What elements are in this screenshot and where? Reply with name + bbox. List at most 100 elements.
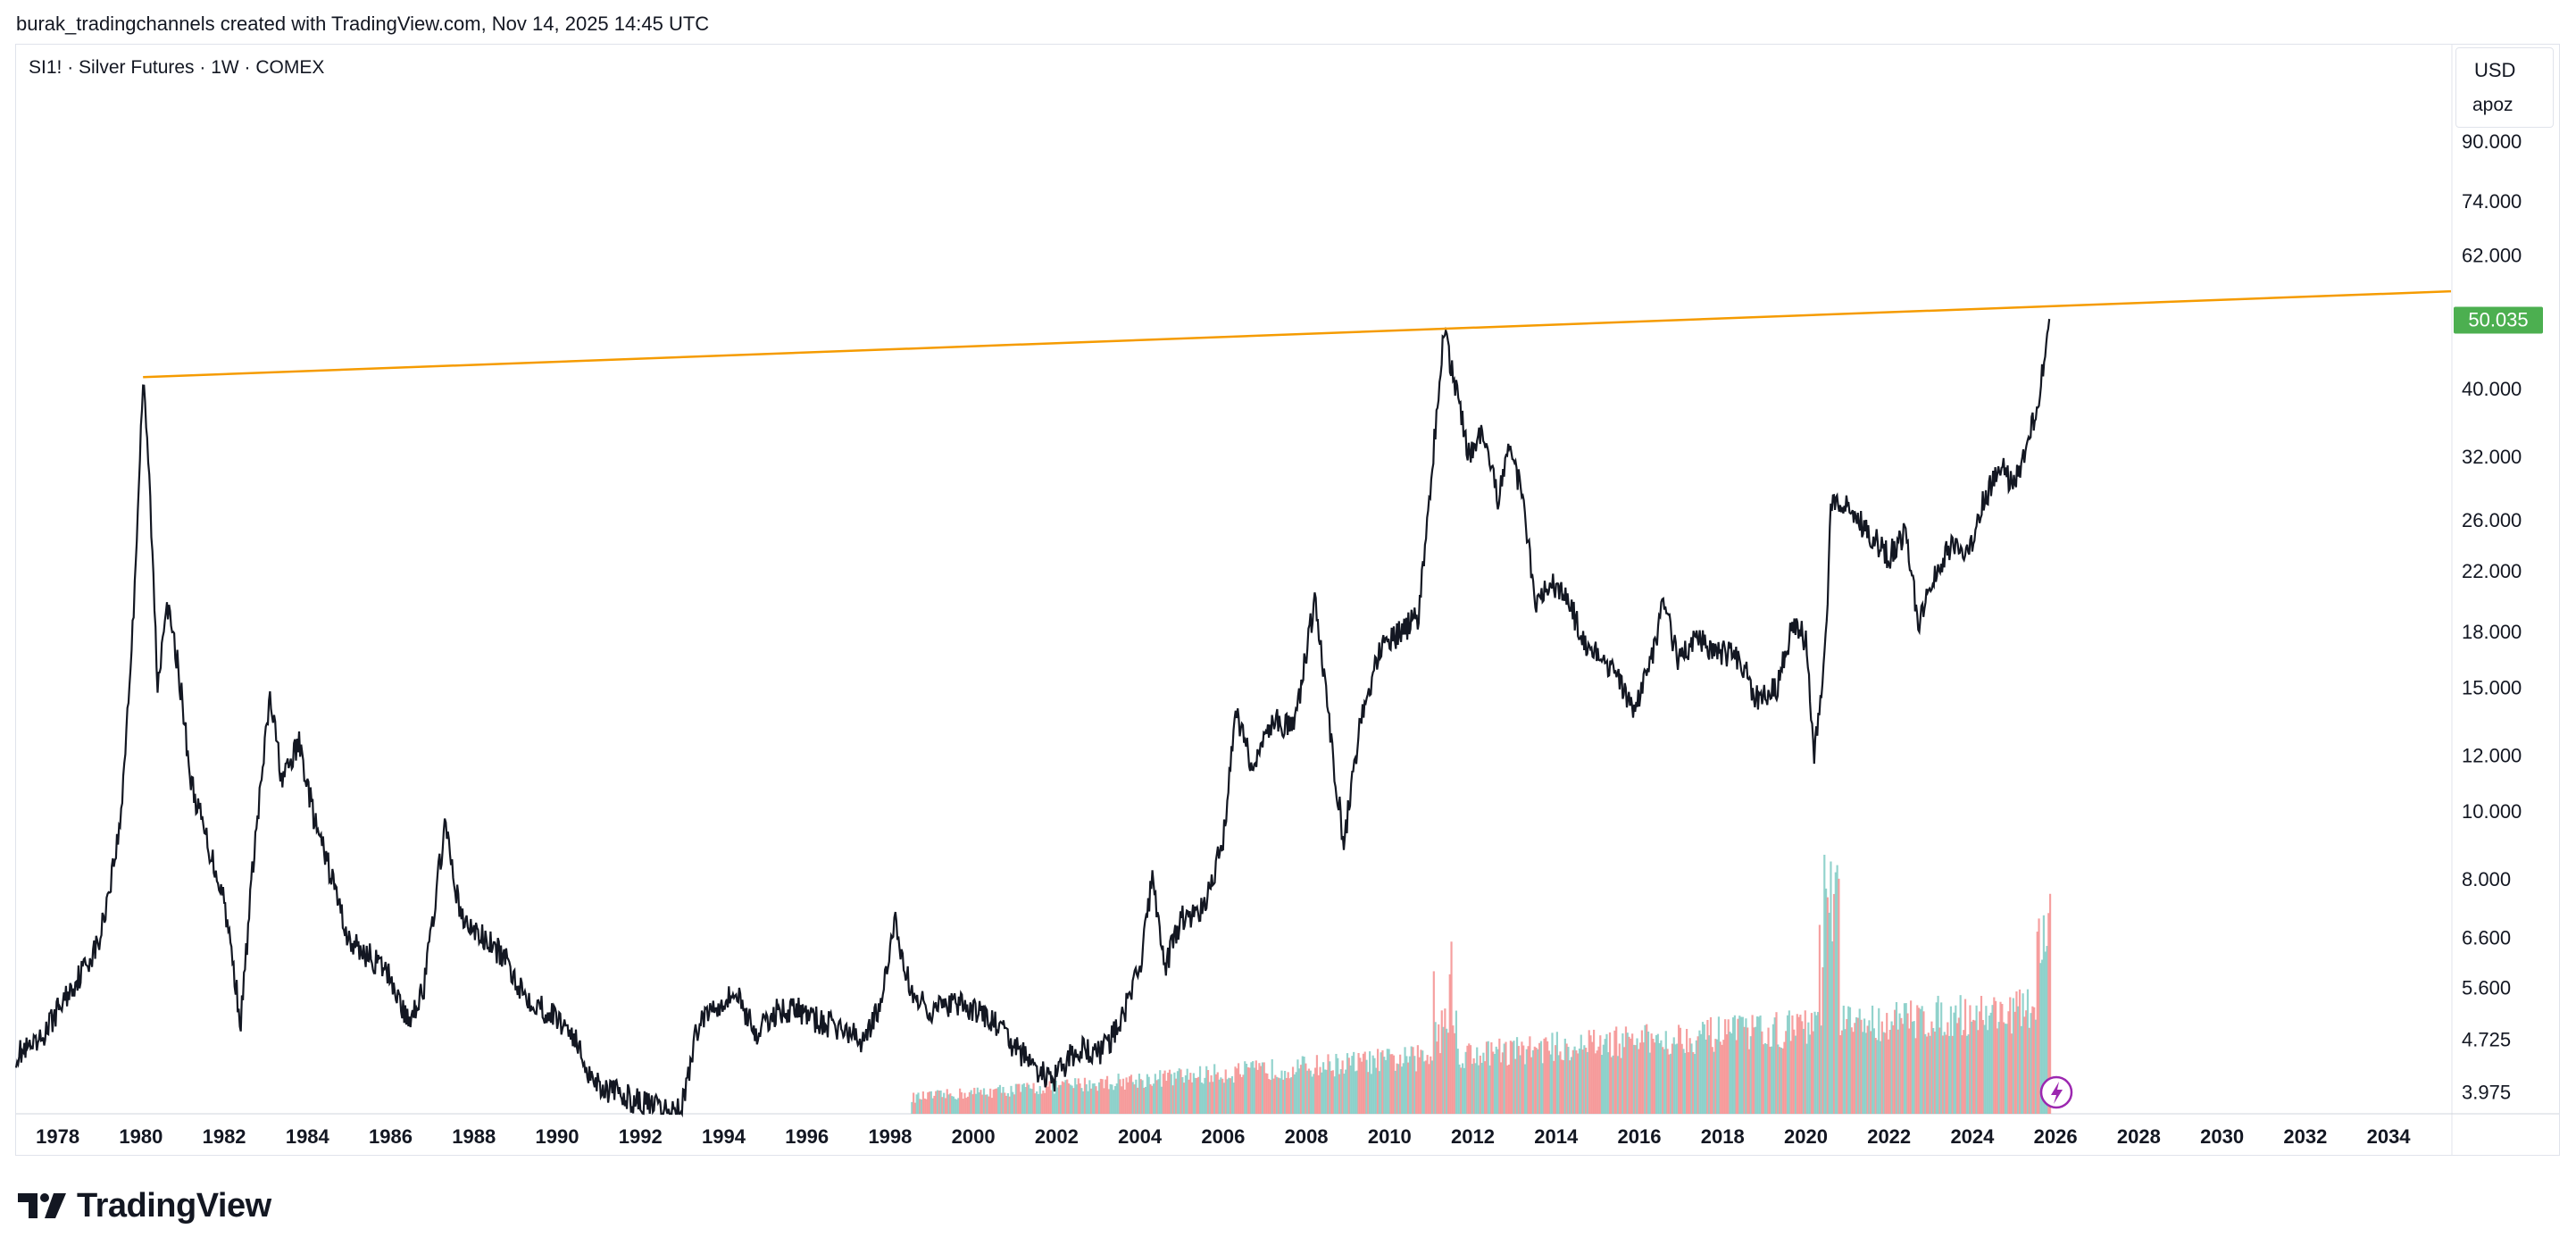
volume-bar [1151,1085,1154,1114]
volume-bar [1287,1072,1289,1114]
volume-bar [1777,1044,1780,1114]
volume-bar [1245,1064,1248,1114]
volume-bar [1985,1006,1988,1114]
volume-bar [1555,1032,1558,1114]
y-tick-label: 18.000 [2462,621,2522,643]
volume-bar [1095,1086,1097,1114]
x-tick-label: 1988 [452,1125,496,1148]
volume-bar [1855,1016,1858,1114]
volume-bar [1571,1049,1574,1114]
x-tick-label: 2032 [2283,1125,2327,1148]
volume-bar [1246,1066,1249,1114]
volume-bar [1900,1017,1903,1114]
volume-bar [919,1099,921,1114]
volume-bar [988,1096,990,1114]
volume-bar [1263,1062,1265,1114]
volume-bar [1137,1087,1139,1114]
volume-bar [1220,1077,1222,1114]
volume-bar [1002,1086,1005,1114]
currency-unit-selector[interactable]: USD apoz [2455,47,2554,128]
volume-bar [1878,1007,1880,1114]
volume-bar [1346,1053,1349,1114]
volume-bar [1676,1043,1679,1114]
volume-bar [1850,1027,1853,1114]
volume-bar [1911,1021,1913,1114]
volume-bar [1442,1026,1445,1114]
volume-bar [1634,1045,1637,1114]
volume-bar [1402,1063,1405,1114]
volume-bar [1640,1030,1643,1114]
volume-bar [992,1089,995,1114]
volume-bar [1493,1053,1496,1114]
volume-bar [1933,1031,1937,1114]
volume-bar [2022,993,2024,1114]
tradingview-brand[interactable]: TradingView [18,1187,271,1225]
volume-bar [1503,1043,1505,1114]
x-tick-label: 2022 [1867,1125,1911,1148]
volume-bar [1162,1074,1164,1114]
volume-bar [1288,1078,1291,1114]
volume-bar [1763,1044,1765,1114]
volume-bar [1206,1070,1210,1114]
volume-bar [1602,1044,1605,1114]
volume-bar [1623,1047,1626,1114]
volume-bar [1872,1028,1875,1114]
volume-bar [1279,1078,1281,1114]
volume-bar [1168,1069,1171,1114]
volume-bar [1996,1028,1999,1114]
volume-bar [1613,1030,1616,1114]
volume-bar [1538,1042,1541,1114]
volume-bar [1863,1018,1866,1114]
volume-bar [1165,1081,1168,1114]
volume-bar [1965,1035,1968,1114]
volume-bar [1894,1009,1897,1114]
volume-bar [1615,1026,1618,1114]
volume-bar [1067,1083,1071,1114]
volume-bar [1554,1045,1557,1114]
volume-bar [2018,989,2022,1114]
volume-bar [1741,1016,1744,1114]
volume-bar [1612,1055,1614,1114]
volume-bar [1847,1006,1850,1114]
volume-bar [1194,1077,1196,1114]
volume-bar [1018,1083,1021,1114]
volume-bar [1690,1043,1693,1114]
volume-bar [1830,861,1832,1114]
symbol-title[interactable]: SI1! · Silver Futures · 1W · COMEX [29,57,325,78]
volume-bar [1663,1049,1666,1114]
volume-bar [1394,1070,1396,1114]
volume-bar [1181,1077,1184,1114]
volume-bar [957,1098,960,1114]
volume-bar [939,1090,942,1114]
volume-bar [1995,1000,1997,1114]
volume-bar [1662,1047,1664,1114]
volume-bar [1250,1062,1253,1114]
y-tick-label: 10.000 [2462,800,2522,823]
volume-bar [1783,1041,1786,1114]
volume-bar [1198,1066,1202,1114]
x-tick-label: 2018 [1701,1125,1745,1148]
volume-bar [1363,1051,1366,1114]
volume-bar [1948,1035,1951,1114]
volume-bar [1000,1092,1003,1114]
volume-bar [1448,974,1451,1114]
volume-bar [1818,924,1822,1114]
volume-bar [1981,1019,1984,1114]
volume-bar [2036,932,2038,1114]
volume-bar [1791,1015,1794,1114]
volume-bar [1523,1064,1527,1114]
volume-bar [1797,1016,1800,1114]
volume-bar [1446,1028,1448,1114]
volume-bar [2038,918,2040,1114]
volume-bar [1343,1074,1346,1114]
lightning-icon[interactable] [2039,1075,2073,1109]
volume-bar [1608,1032,1612,1114]
volume-bar [1541,1063,1544,1114]
volume-bar [1380,1052,1382,1114]
volume-bar [944,1098,947,1114]
volume-bar [1917,1007,1921,1114]
volume-bar [1487,1041,1489,1114]
chart-frame[interactable] [15,44,2560,1156]
volume-bar [1472,1058,1475,1114]
